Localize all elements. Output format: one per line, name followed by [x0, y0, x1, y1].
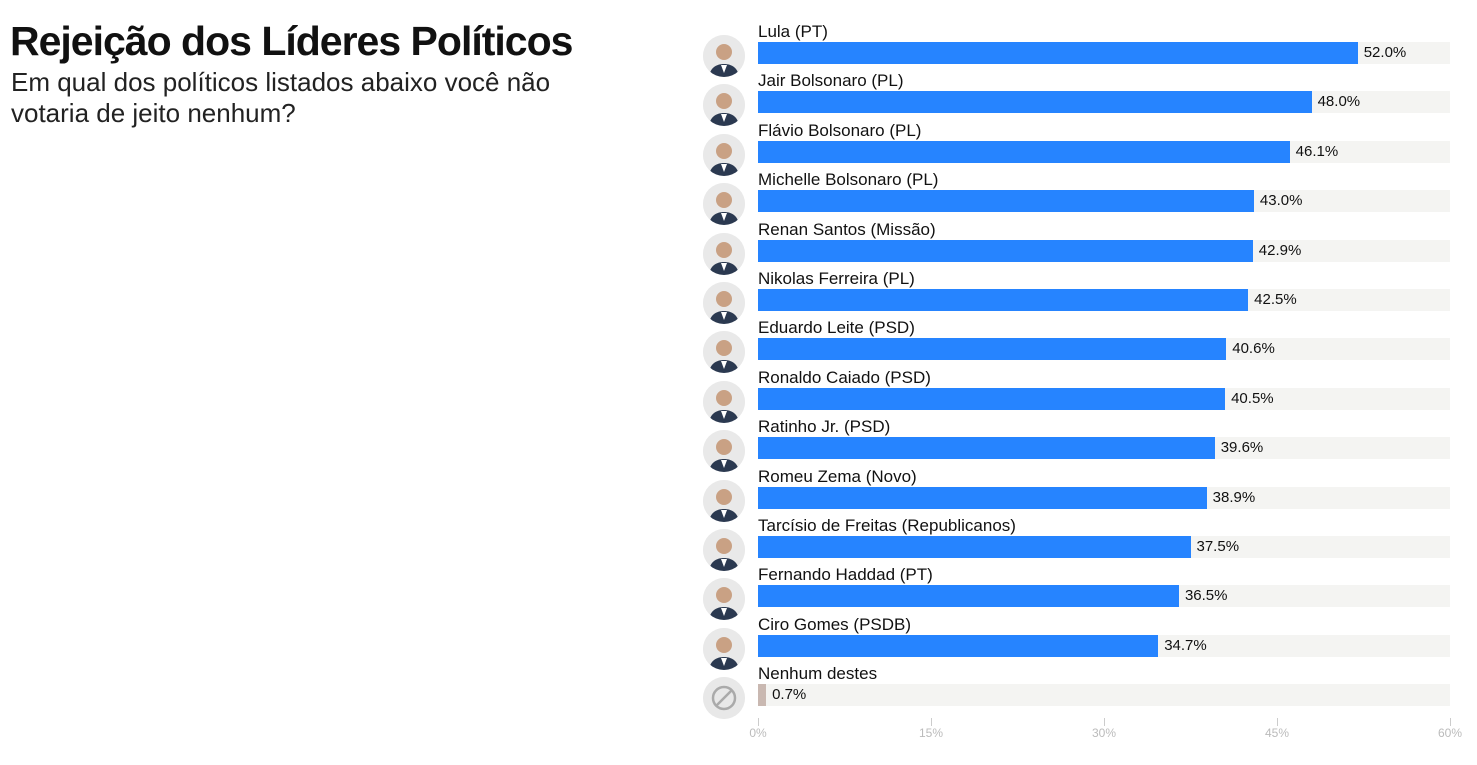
category-label: Renan Santos (Missão) [758, 219, 936, 239]
x-tick-label: 0% [749, 726, 767, 740]
value-label: 43.0% [1259, 192, 1303, 210]
category-label: Nikolas Ferreira (PL) [758, 269, 915, 288]
person-photo-icon [703, 578, 745, 621]
bar-row: Nikolas Ferreira (PL) 42.5% [700, 269, 1460, 326]
bar [758, 289, 1249, 311]
chart-subtitle: Em qual dos políticos listados abaixo vo… [11, 67, 551, 128]
bar [758, 585, 1179, 608]
bar-row: Jair Bolsonaro (PL) 48.0% [700, 71, 1460, 128]
bar-row: Ronaldo Caiado (PSD) 40.5% [700, 368, 1460, 425]
x-tick-label: 45% [1264, 726, 1290, 740]
bar-row: Michelle Bolsonaro (PL) 43.0% [700, 170, 1460, 227]
bar-row: Fernando Haddad (PT) 36.5% [700, 565, 1460, 622]
value-label: 48.0% [1317, 93, 1361, 111]
category-label: Nenhum destes [758, 664, 878, 684]
value-label: 52.0% [1363, 44, 1407, 61]
category-label: Romeu Zema (Novo) [758, 466, 917, 486]
bar [758, 684, 767, 707]
value-label: 36.5% [1184, 587, 1228, 605]
bar [758, 239, 1253, 262]
bar [758, 486, 1207, 509]
person-photo-icon [703, 380, 745, 423]
bar-track: 34.7% [758, 634, 1450, 657]
bar [758, 387, 1226, 410]
bar-row: Flávio Bolsonaro (PL) 46.1% [700, 121, 1460, 178]
category-label: Eduardo Leite (PSD) [758, 318, 915, 338]
person-photo-icon [703, 84, 745, 127]
category-label: Ciro Gomes (PSDB) [758, 614, 912, 634]
x-tick [758, 718, 759, 726]
category-label: Tarcísio de Freitas (Republicanos) [758, 516, 1016, 535]
person-photo-icon [703, 232, 745, 275]
category-label: Fernando Haddad (PT) [758, 565, 933, 585]
bar-row: Lula (PT) 52.0% [700, 22, 1460, 79]
person-photo-icon [703, 479, 745, 522]
bar-track: 0.7% [758, 684, 1450, 707]
x-tick [1450, 718, 1451, 726]
value-label: 0.7% [772, 686, 807, 704]
bar-track: 48.0% [758, 91, 1450, 114]
value-label: 37.5% [1196, 538, 1240, 555]
x-tick-label: 15% [918, 726, 944, 740]
bar [758, 42, 1358, 64]
value-label: 40.5% [1231, 389, 1274, 407]
bar-row: Eduardo Leite (PSD) 40.6% [700, 318, 1460, 375]
bar-track: 52.0% [758, 42, 1450, 64]
bar [758, 91, 1312, 114]
person-photo-icon [703, 627, 745, 670]
category-label: Ronaldo Caiado (PSD) [758, 367, 931, 387]
bar-track: 42.9% [758, 239, 1450, 262]
value-label: 42.5% [1254, 291, 1297, 308]
bar-track: 38.9% [758, 486, 1450, 509]
x-tick [931, 718, 932, 726]
bar-track: 46.1% [758, 140, 1450, 163]
bar-row: Tarcísio de Freitas (Republicanos) 37.5% [700, 516, 1460, 573]
bar [758, 437, 1215, 460]
person-photo-icon [703, 282, 745, 324]
value-label: 42.9% [1258, 241, 1302, 259]
bar-track: 39.6% [758, 437, 1450, 460]
value-label: 40.6% [1232, 340, 1275, 358]
bar-track: 43.0% [758, 190, 1450, 213]
category-label: Lula (PT) [758, 22, 828, 41]
person-photo-icon [703, 35, 745, 77]
category-label: Flávio Bolsonaro (PL) [758, 120, 922, 140]
bar-track: 40.6% [758, 338, 1450, 361]
x-tick [1277, 718, 1278, 726]
bar-track: 40.5% [758, 387, 1450, 410]
person-photo-icon [703, 331, 745, 374]
bar-track: 36.5% [758, 585, 1450, 608]
person-photo-icon [703, 529, 745, 571]
bar [758, 190, 1254, 213]
person-photo-icon [703, 133, 745, 176]
bar [758, 634, 1159, 657]
bar-row: Nenhum destes 0.7% [700, 664, 1460, 721]
category-label: Ratinho Jr. (PSD) [758, 417, 891, 437]
bar [758, 338, 1227, 361]
person-photo-icon [703, 430, 745, 473]
bar-row: Romeu Zema (Novo) 38.9% [700, 467, 1460, 524]
category-label: Jair Bolsonaro (PL) [758, 71, 904, 91]
x-tick-label: 60% [1437, 726, 1463, 740]
bar-row: Ratinho Jr. (PSD) 39.6% [700, 417, 1460, 474]
value-label: 39.6% [1220, 439, 1264, 457]
value-label: 46.1% [1295, 142, 1339, 160]
bar [758, 140, 1290, 163]
chart-title: Rejeição dos Líderes Políticos [10, 18, 573, 64]
bar-track: 37.5% [758, 536, 1450, 558]
category-label: Michelle Bolsonaro (PL) [758, 170, 939, 190]
value-label: 34.7% [1164, 636, 1207, 654]
x-tick-label: 30% [1091, 726, 1117, 740]
bar [758, 536, 1191, 558]
x-tick [1104, 718, 1105, 726]
bar-row: Ciro Gomes (PSDB) 34.7% [700, 615, 1460, 672]
prohibited-icon [703, 677, 745, 720]
value-label: 38.9% [1212, 488, 1256, 506]
bar-track: 42.5% [758, 289, 1450, 311]
bar-row: Renan Santos (Missão) 42.9% [700, 220, 1460, 277]
person-photo-icon [703, 183, 745, 226]
